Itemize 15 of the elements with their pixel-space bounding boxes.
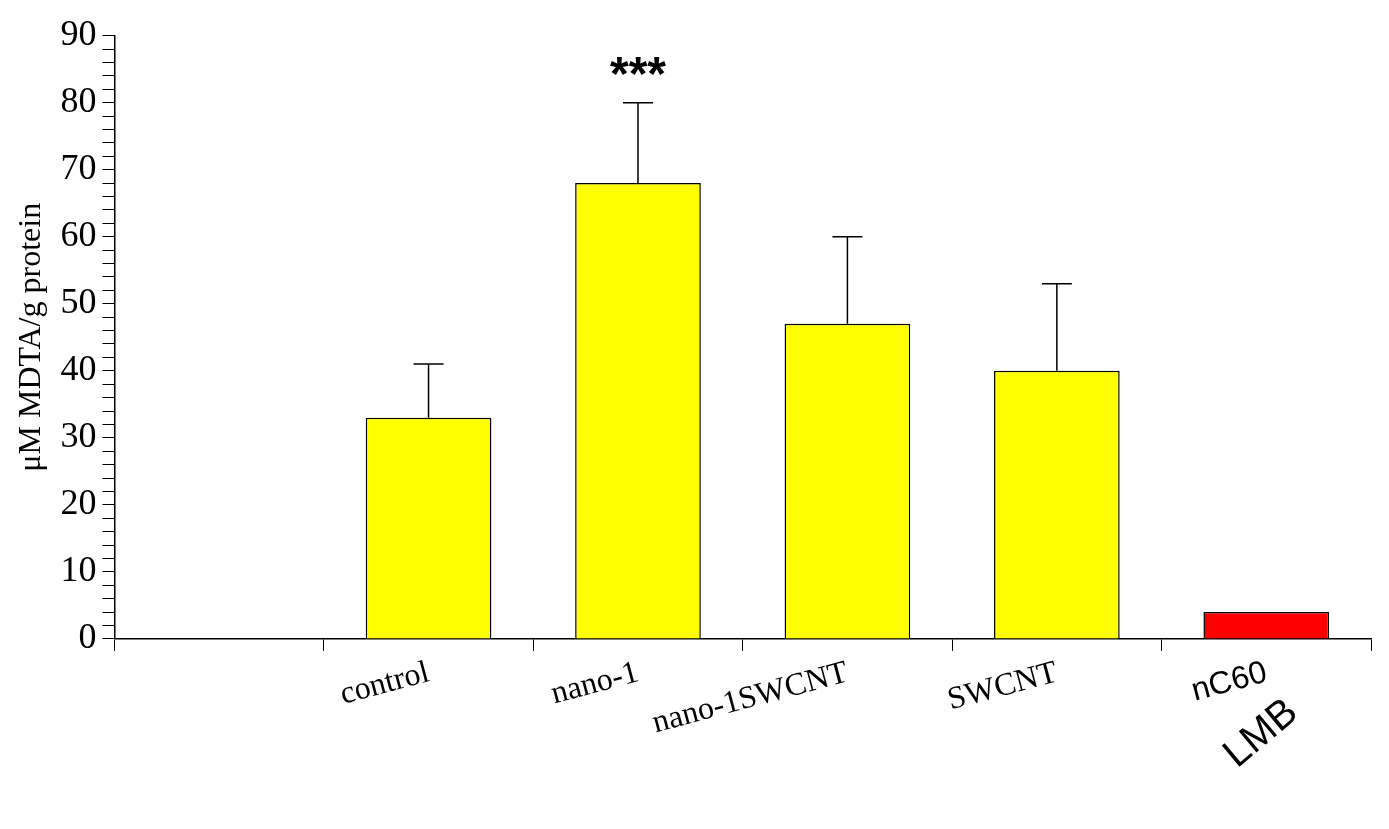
x-tick-label: control xyxy=(335,652,433,711)
y-tick-label: 0 xyxy=(78,616,97,657)
y-tick-label: 90 xyxy=(60,13,97,54)
y-tick-label: 50 xyxy=(60,281,97,322)
y-tick-label: 10 xyxy=(60,549,97,590)
y-axis-title: μM MDTA/g protein xyxy=(10,202,47,472)
y-tick-label: 20 xyxy=(60,482,97,523)
y-tick-label: 40 xyxy=(60,348,97,389)
y-tick-label: 60 xyxy=(60,214,97,255)
y-tick-label: 80 xyxy=(60,80,97,121)
annotation: *** xyxy=(609,46,667,100)
y-tick-label: 30 xyxy=(60,415,97,456)
x-tick-label: nano-1 xyxy=(546,652,642,711)
y-tick-label: 70 xyxy=(60,147,97,188)
x-tick-label: SWCNT xyxy=(943,652,1062,717)
